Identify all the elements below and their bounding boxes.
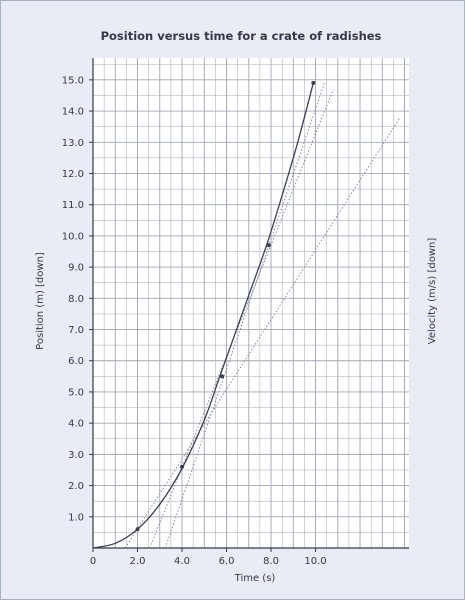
y-tick-label: 8.0: [68, 294, 84, 305]
y-tick-label: 4.0: [68, 419, 84, 430]
y-tick-label: 1.0: [68, 512, 84, 523]
x-tick-label: 8.0: [263, 556, 279, 567]
data-point: [311, 80, 316, 85]
y-tick-label: 13.0: [62, 138, 84, 149]
x-tick-label: 10.0: [304, 556, 326, 567]
y-tick-label: 15.0: [62, 75, 84, 86]
x-tick-label: 6.0: [219, 556, 235, 567]
tangent-line: [124, 117, 401, 549]
y-tick-label: 14.0: [62, 107, 84, 118]
tangent-lines: [124, 82, 401, 549]
y-tick-label: 3.0: [68, 450, 84, 461]
y-tick-label: 2.0: [68, 481, 84, 492]
tangent-line: [164, 82, 325, 549]
x-tick-label: 2.0: [130, 556, 146, 567]
data-point: [135, 527, 140, 532]
plot-area: [93, 58, 409, 548]
y-tick-label: 9.0: [68, 263, 84, 274]
data-point: [266, 243, 271, 248]
y-tick-label: 10.0: [62, 231, 84, 242]
grid-lines: [89, 58, 409, 552]
x-tick-label: 4.0: [174, 556, 190, 567]
y-tick-label: 7.0: [68, 325, 84, 336]
y-tick-label: 12.0: [62, 169, 84, 180]
data-point: [180, 464, 185, 469]
tick-labels: 0 2.0 4.0 6.0 8.0 10.0 1.0 2.0 3.0 4.0 5.0 6.0 7.0 8.…: [62, 75, 327, 567]
y-tick-label: 6.0: [68, 356, 84, 367]
x-tick-label: 0: [90, 556, 96, 567]
chart-title: Position versus time for a crate of radi…: [101, 29, 382, 43]
y2-axis-label: Velocity (m/s) [down]: [427, 238, 438, 345]
data-point: [220, 374, 225, 379]
x-axis-label: Time (s): [234, 573, 276, 584]
y-tick-label: 11.0: [62, 200, 84, 211]
y-axis-label: Position (m) [down]: [35, 252, 46, 350]
data-markers: [135, 80, 316, 532]
y-tick-label: 5.0: [68, 387, 84, 398]
